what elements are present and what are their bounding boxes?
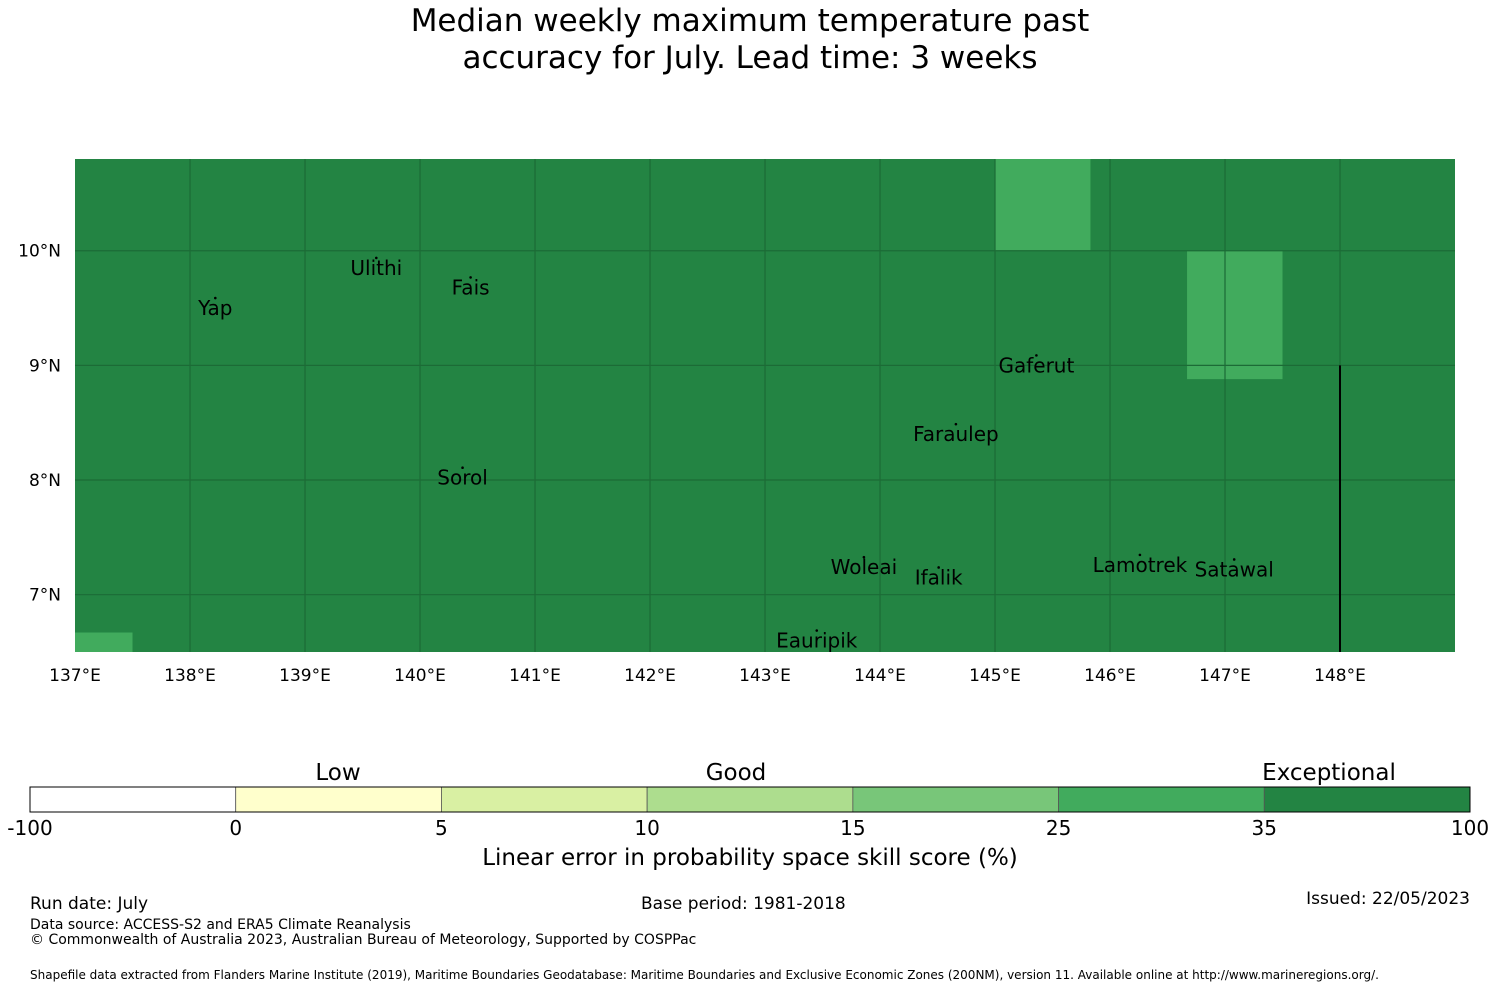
- place-label: Yap: [197, 296, 232, 320]
- category-good-label: Good: [705, 760, 767, 786]
- colorbar-bin: [646, 786, 854, 813]
- colorbar-bin: [441, 786, 648, 813]
- colorbar-bin: [29, 786, 237, 813]
- colorbar-tick-label: 25: [1046, 816, 1071, 840]
- longitude-tick-label: 148°E: [1314, 666, 1366, 686]
- longitude-tick-label: 139°E: [279, 666, 331, 686]
- colorbar-tick-label: 100: [1451, 816, 1489, 840]
- island-marker: [937, 566, 940, 569]
- island-marker: [1232, 558, 1236, 561]
- skill-cell-25-35: [995, 159, 1091, 251]
- place-label: Fais: [452, 275, 490, 299]
- colorbar-axis-label: Linear error in probability space skill …: [482, 845, 1018, 871]
- colorbar-tick-label: 15: [840, 816, 865, 840]
- data-source: Data source: ACCESS-S2 and ERA5 Climate …: [30, 917, 411, 933]
- category-exceptional-label: Exceptional: [1262, 760, 1396, 786]
- longitude-tick-label: 142°E: [624, 666, 676, 686]
- longitude-tick-label: 145°E: [969, 666, 1021, 686]
- island-marker: [954, 422, 958, 426]
- island-marker: [214, 296, 217, 300]
- chart-title-line-1: Median weekly maximum temperature past: [410, 3, 1090, 39]
- place-label: Ulithi: [350, 256, 402, 280]
- place-label: Lamotrek: [1093, 553, 1188, 577]
- island-marker: [815, 629, 819, 632]
- colorbar-tick-label: 0: [229, 816, 242, 840]
- shapefile-credit: Shapefile data extracted from Flanders M…: [30, 968, 1379, 982]
- latitude-tick-label: 10°N: [18, 242, 61, 262]
- base-period: Base period: 1981-2018: [641, 894, 846, 914]
- place-label: Faraulep: [913, 422, 999, 446]
- colorbar-bin: [235, 786, 442, 813]
- colorbar-tick-label: 5: [435, 816, 448, 840]
- colorbar-tick-label: 35: [1252, 816, 1277, 840]
- island-marker: [461, 466, 464, 470]
- latitude-tick-label: 7°N: [29, 586, 61, 606]
- colorbar-bin: [1058, 786, 1265, 813]
- place-label: Eauripik: [776, 629, 858, 653]
- longitude-tick-label: 138°E: [164, 666, 216, 686]
- longitude-tick-label: 140°E: [394, 666, 446, 686]
- colorbar-bin: [852, 786, 1059, 813]
- island-marker: [469, 276, 472, 279]
- latitude-tick-label: 9°N: [29, 356, 61, 376]
- copyright-notice: © Commonwealth of Australia 2023, Austra…: [30, 932, 697, 948]
- island-marker: [862, 555, 866, 559]
- island-marker: [375, 256, 378, 260]
- skill-cell-25-35: [75, 632, 133, 652]
- place-label: Ifalik: [915, 565, 963, 589]
- place-label: Woleai: [831, 555, 898, 579]
- island-marker: [1035, 354, 1038, 357]
- colorbar-bin: [1263, 786, 1471, 813]
- issued-date: Issued: 22/05/2023: [1306, 889, 1470, 909]
- longitude-tick-label: 144°E: [854, 666, 906, 686]
- island-marker: [1138, 553, 1142, 557]
- category-low-label: Low: [315, 760, 361, 786]
- longitude-tick-label: 143°E: [739, 666, 791, 686]
- skill-cell-25-35: [1187, 250, 1283, 380]
- colorbar-tick-label: -100: [7, 816, 52, 840]
- longitude-tick-label: 137°E: [49, 666, 101, 686]
- colorbar-tick-label: 10: [634, 816, 659, 840]
- latitude-tick-label: 8°N: [29, 471, 61, 491]
- colorbar-frame: [29, 786, 1471, 813]
- chart-title-line-2: accuracy for July. Lead time: 3 weeks: [462, 40, 1038, 76]
- longitude-tick-label: 147°E: [1199, 666, 1251, 686]
- longitude-tick-label: 146°E: [1084, 666, 1136, 686]
- run-date: Run date: July: [30, 894, 149, 914]
- place-label: Gaferut: [998, 353, 1074, 377]
- place-label: Sorol: [437, 466, 488, 490]
- longitude-tick-label: 141°E: [509, 666, 561, 686]
- place-label: Satawal: [1195, 557, 1274, 581]
